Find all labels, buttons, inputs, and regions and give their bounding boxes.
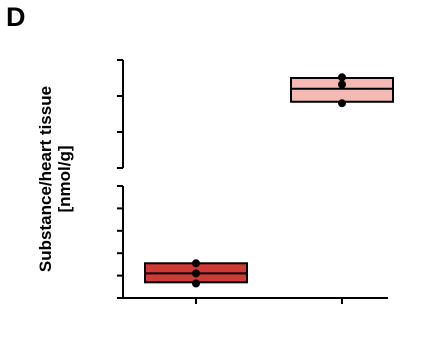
data-point-bufalin	[192, 259, 200, 268]
panel-letter: D	[6, 2, 26, 32]
data-point-bufalin	[192, 269, 200, 278]
data-point-lycorine	[338, 73, 346, 82]
data-point-bufalin	[192, 279, 200, 288]
data-point-lycorine	[338, 99, 346, 108]
data-point-lycorine	[338, 80, 346, 89]
